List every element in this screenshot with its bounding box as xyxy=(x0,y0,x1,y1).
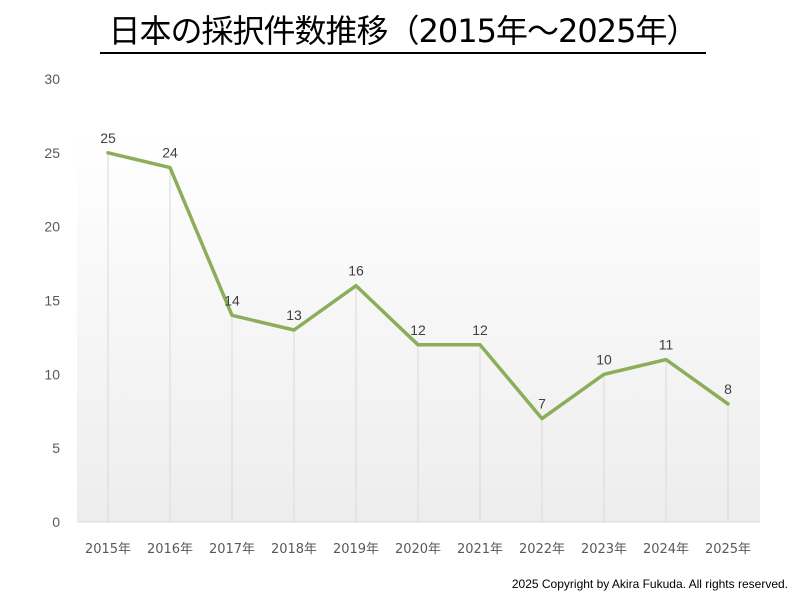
data-label: 12 xyxy=(410,322,426,338)
data-labels: 25 24 14 13 16 12 12 7 10 11 8 xyxy=(100,130,732,412)
y-tick-label: 10 xyxy=(44,366,60,382)
x-tick-label: 2022年 xyxy=(519,542,565,557)
y-tick-label: 25 xyxy=(44,145,60,161)
x-tick-label: 2024年 xyxy=(643,542,689,557)
data-label: 13 xyxy=(286,307,302,323)
chart-title: 日本の採択件数推移（2015年～2025年） xyxy=(100,10,706,54)
x-tick-label: 2017年 xyxy=(209,542,255,557)
data-label: 11 xyxy=(659,337,674,353)
y-tick-label: 20 xyxy=(44,219,60,235)
copyright-notice: 2025 Copyright by Akira Fukuda. All righ… xyxy=(511,577,788,591)
x-tick-label: 2015年 xyxy=(85,542,131,557)
series-line xyxy=(106,151,730,421)
y-tick-label: 5 xyxy=(52,440,60,456)
y-tick-label: 0 xyxy=(52,514,60,530)
data-label: 12 xyxy=(472,322,488,338)
x-tick-label: 2021年 xyxy=(457,542,503,557)
data-label: 10 xyxy=(596,351,612,367)
y-tick-label: 30 xyxy=(44,71,60,87)
x-tick-label: 2020年 xyxy=(395,542,441,557)
y-tick-label: 15 xyxy=(44,293,60,309)
data-label: 7 xyxy=(538,396,546,412)
y-axis: 0 5 10 15 20 25 30 xyxy=(44,71,60,530)
data-label: 24 xyxy=(162,145,178,161)
data-label: 8 xyxy=(724,381,732,397)
x-tick-label: 2018年 xyxy=(271,542,317,557)
drop-lines xyxy=(107,152,729,522)
x-tick-label: 2016年 xyxy=(147,542,193,557)
data-label: 25 xyxy=(100,130,116,146)
x-tick-label: 2023年 xyxy=(581,542,627,557)
x-tick-label: 2025年 xyxy=(705,542,751,557)
data-label: 16 xyxy=(348,263,364,279)
data-label: 14 xyxy=(224,292,240,308)
x-tick-label: 2019年 xyxy=(333,542,379,557)
x-axis: 2015年 2016年 2017年 2018年 2019年 2020年 2021年 2022年… xyxy=(85,542,751,557)
